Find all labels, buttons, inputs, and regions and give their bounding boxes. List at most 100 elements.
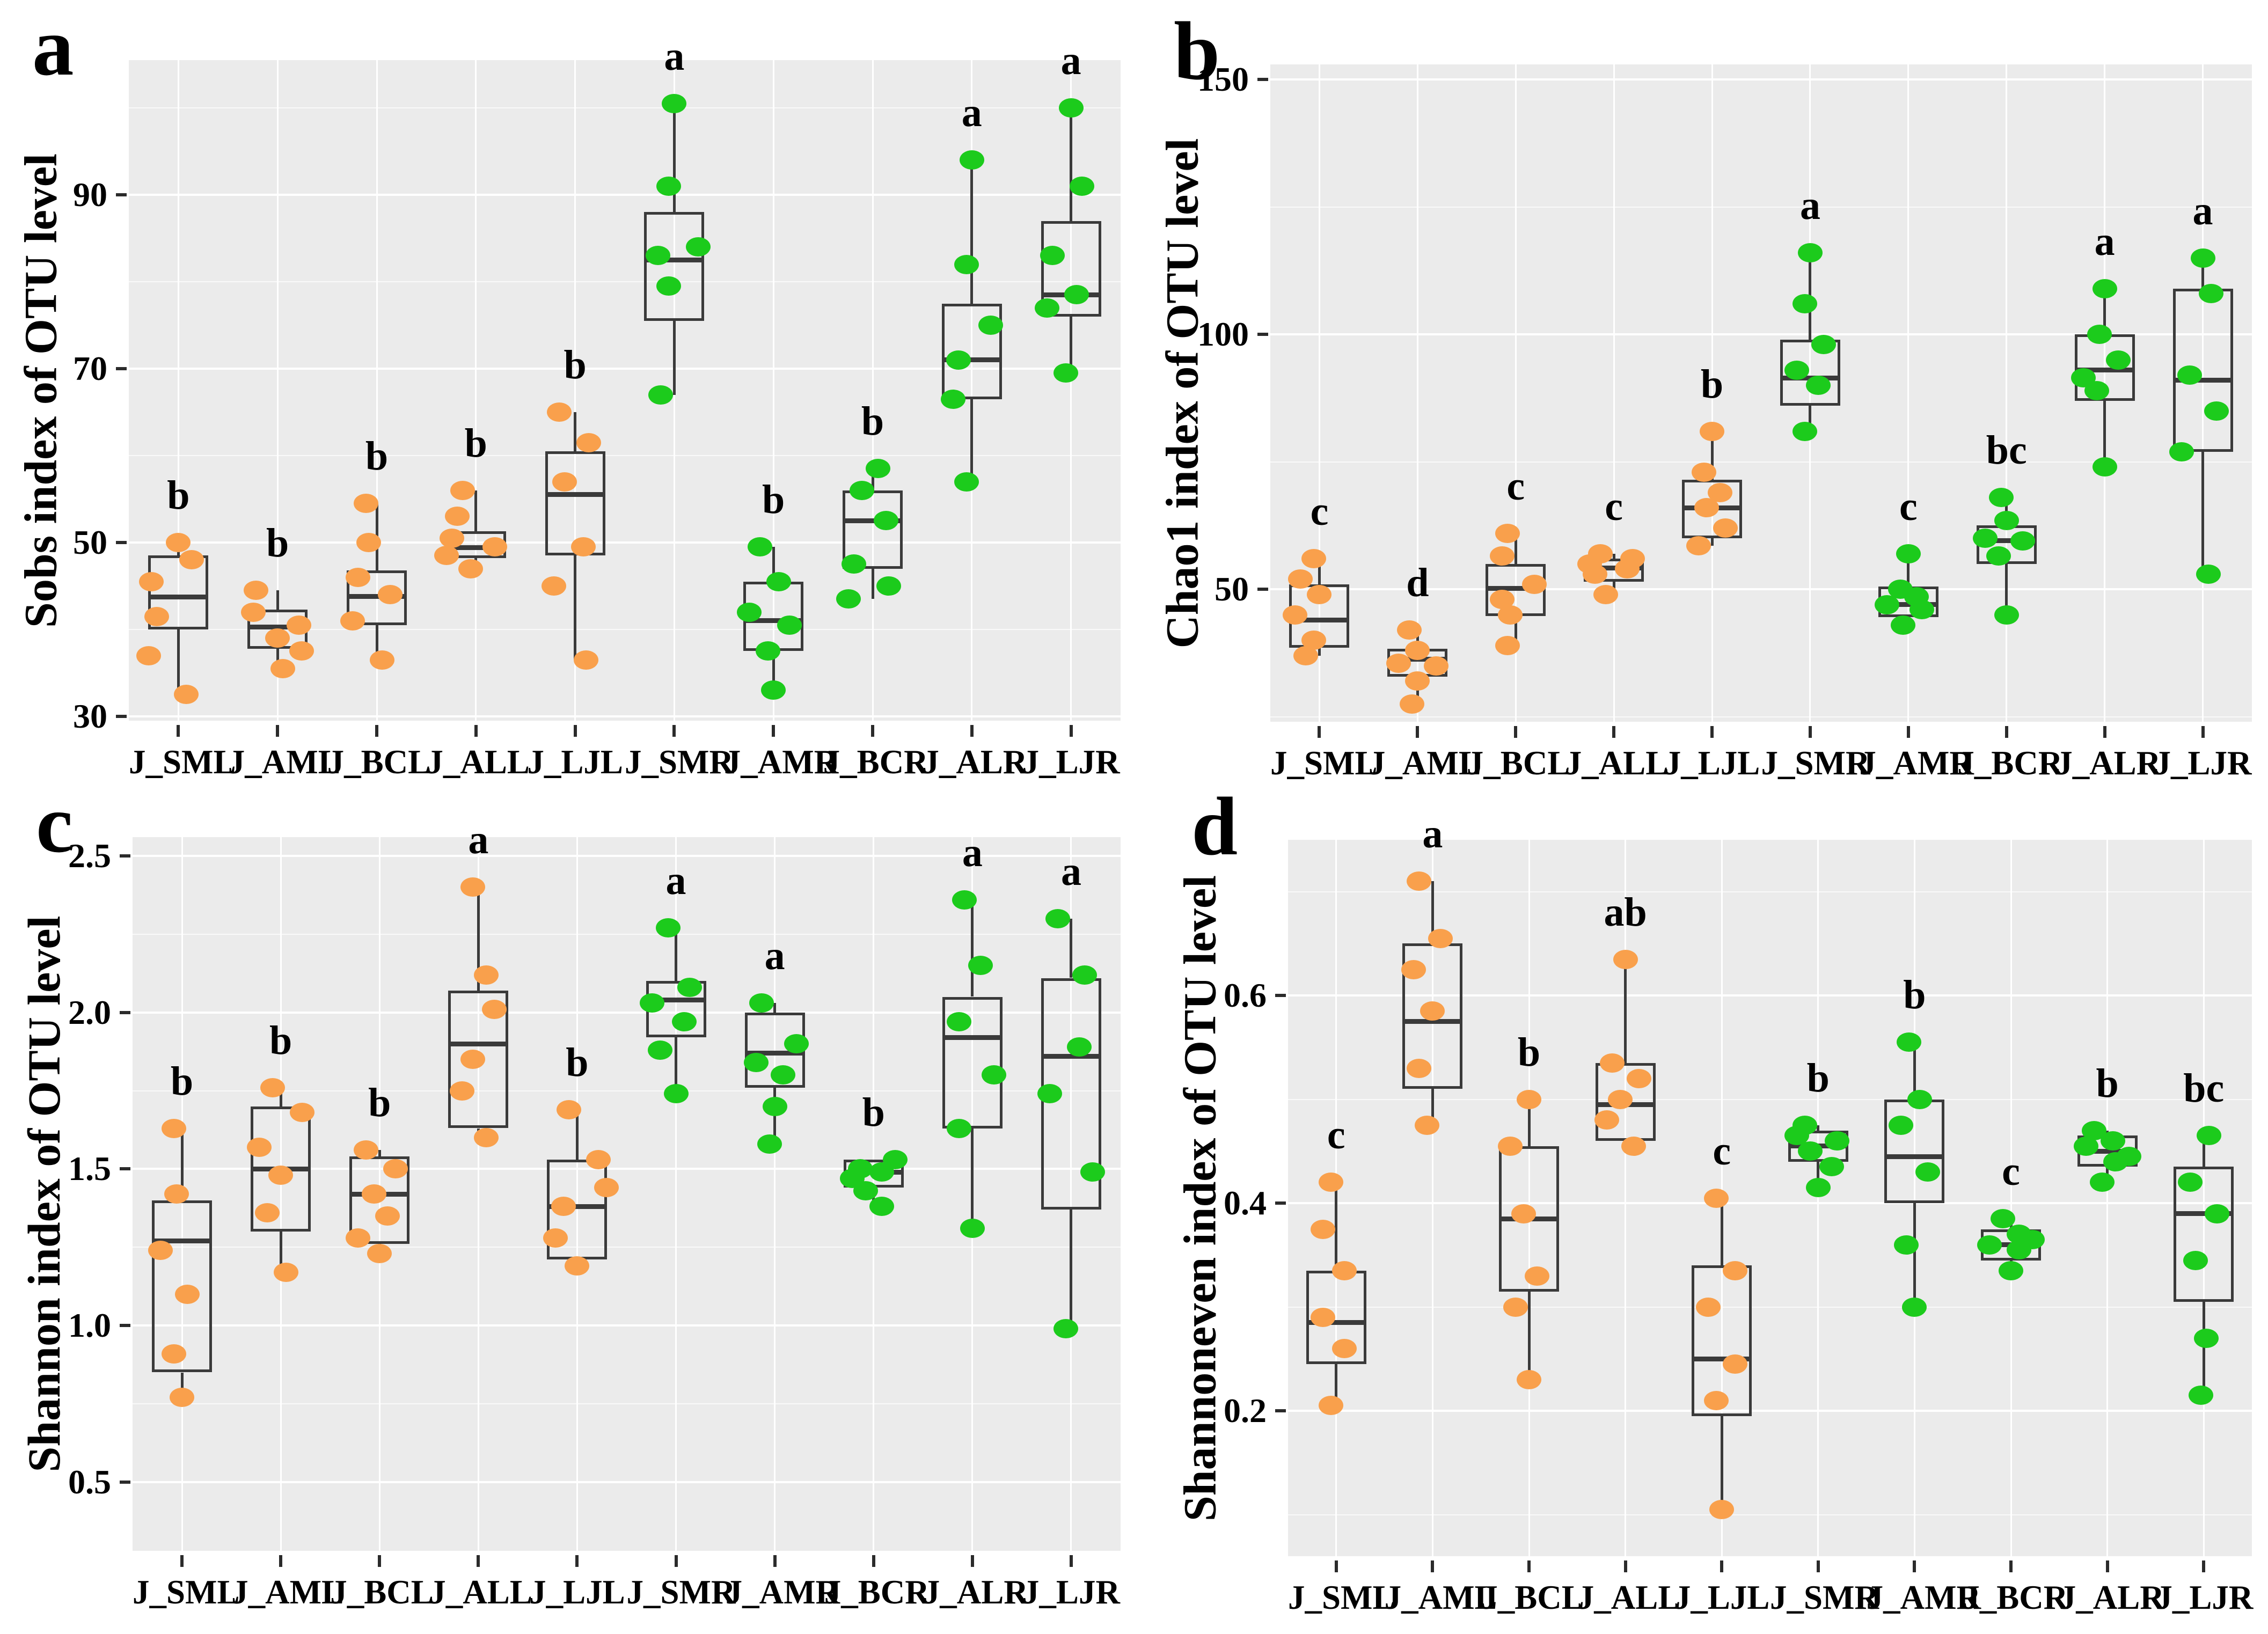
upper-whisker xyxy=(1720,1198,1723,1266)
upper-whisker xyxy=(1416,630,1419,649)
jitter-point xyxy=(1811,335,1836,355)
upper-whisker xyxy=(1318,559,1321,584)
lower-whisker xyxy=(1335,1364,1338,1406)
x-tick-label-J_ALR: J_ALR xyxy=(2059,1579,2164,1616)
jitter-point xyxy=(946,1012,971,1032)
median-line xyxy=(148,595,209,600)
significance-letter: bc xyxy=(1986,428,2027,473)
x-tick-label-J_ALL: J_ALL xyxy=(426,743,530,781)
lower-whisker xyxy=(1527,1291,1531,1380)
jitter-point xyxy=(370,650,394,670)
significance-letter: b xyxy=(862,1089,885,1135)
significance-letter: b xyxy=(2096,1060,2119,1106)
jitter-point xyxy=(1824,1131,1849,1151)
significance-letter: a xyxy=(2094,218,2115,264)
jitter-point xyxy=(346,567,370,587)
panel-label-d: d xyxy=(1191,780,1238,873)
jitter-point xyxy=(2092,457,2117,477)
jitter-point xyxy=(174,685,199,705)
jitter-point xyxy=(648,385,674,405)
x-axis-tick xyxy=(573,725,577,737)
jitter-point xyxy=(274,1262,299,1282)
box-J_LJL xyxy=(1692,1265,1752,1416)
jitter-point xyxy=(2183,1250,2208,1270)
vertical-gridline xyxy=(1515,64,1517,722)
x-axis-tick xyxy=(2202,1560,2206,1572)
vertical-gridline xyxy=(477,837,479,1551)
jitter-point xyxy=(1994,605,2019,625)
lower-whisker xyxy=(1318,648,1321,656)
vertical-gridline xyxy=(1907,64,1909,722)
jitter-point xyxy=(1909,600,1934,620)
lower-whisker xyxy=(772,651,775,691)
lower-whisker xyxy=(1431,1089,1434,1126)
jitter-point xyxy=(671,1012,697,1032)
jitter-point xyxy=(655,918,681,938)
jitter-point xyxy=(2092,279,2117,298)
significance-letter: b xyxy=(762,477,785,523)
jitter-point xyxy=(439,528,464,548)
jitter-point xyxy=(1692,462,1717,482)
y-axis-title: Sobs index of OTU level xyxy=(14,153,66,628)
major-gridline xyxy=(129,368,1121,370)
major-gridline xyxy=(133,1168,1121,1170)
jitter-point xyxy=(1400,694,1425,714)
minor-gridline xyxy=(133,933,1121,935)
jitter-point xyxy=(244,581,269,600)
jitter-point xyxy=(1902,1297,1927,1317)
median-line xyxy=(152,1239,213,1243)
jitter-point xyxy=(1991,1209,2015,1229)
median-line xyxy=(941,357,1002,363)
y-axis-tick xyxy=(120,1167,130,1171)
major-gridline xyxy=(133,1324,1121,1327)
x-axis-tick xyxy=(1431,1560,1435,1572)
jitter-point xyxy=(1994,510,2019,530)
jitter-point xyxy=(1503,1297,1528,1317)
jitter-point xyxy=(270,658,296,678)
box-J_LJR xyxy=(1041,221,1101,317)
jitter-point xyxy=(2105,350,2131,370)
lower-whisker xyxy=(1070,1210,1073,1329)
vertical-gridline xyxy=(675,837,677,1551)
minor-gridline xyxy=(1288,891,2252,892)
y-tick-label: 50 xyxy=(1215,570,1249,609)
minor-gridline xyxy=(133,1247,1121,1248)
jitter-point xyxy=(954,254,979,274)
x-tick-label-J_ALR: J_ALR xyxy=(2055,744,2161,782)
vertical-gridline xyxy=(2202,64,2204,722)
jitter-point xyxy=(968,956,993,976)
lower-whisker xyxy=(970,399,974,482)
jitter-point xyxy=(482,537,507,557)
significance-letter: b xyxy=(566,1039,589,1085)
y-axis-title: Chao1 index of OTU level xyxy=(1156,138,1208,648)
median-line xyxy=(247,624,308,629)
x-axis-tick xyxy=(1913,1560,1916,1572)
upper-whisker xyxy=(477,887,480,991)
x-axis-tick xyxy=(1069,1555,1073,1567)
jitter-point xyxy=(2100,1131,2125,1151)
upper-whisker xyxy=(276,590,279,610)
upper-whisker xyxy=(378,1150,381,1156)
jitter-point xyxy=(460,877,486,897)
jitter-point xyxy=(762,1096,787,1116)
upper-whisker xyxy=(279,1087,282,1107)
x-axis-tick xyxy=(672,725,676,737)
jitter-point xyxy=(686,237,711,257)
y-tick-label: 1.5 xyxy=(68,1149,111,1188)
jitter-point xyxy=(850,480,874,500)
median-line xyxy=(547,1204,608,1209)
jitter-point xyxy=(876,576,901,596)
median-line xyxy=(1041,1053,1101,1059)
x-axis-tick xyxy=(378,1555,382,1567)
minor-gridline xyxy=(1288,1098,2252,1100)
jitter-point xyxy=(289,641,314,661)
lower-whisker xyxy=(1070,316,1073,373)
jitter-point xyxy=(1805,376,1831,395)
upper-whisker xyxy=(675,928,678,981)
x-tick-label-J_BCR: J_BCR xyxy=(824,1573,930,1611)
jitter-point xyxy=(2198,284,2223,304)
median-line xyxy=(2174,1211,2234,1217)
jitter-point xyxy=(2007,1240,2031,1260)
x-tick-label-J_AMR: J_AMR xyxy=(1866,1579,1981,1616)
y-tick-label: 1.0 xyxy=(68,1306,111,1344)
